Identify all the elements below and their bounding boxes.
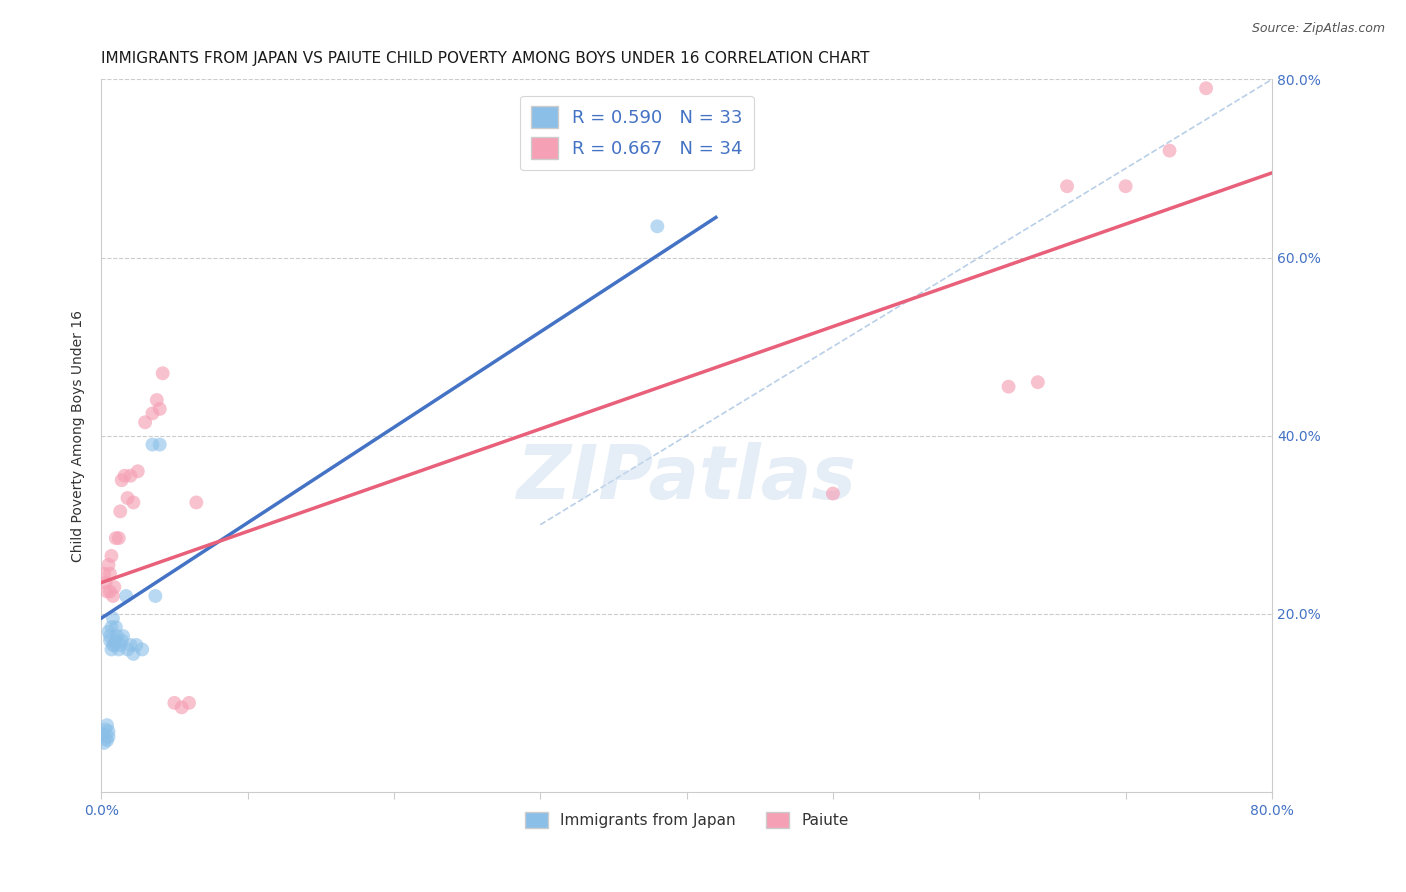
Point	[111, 473, 134, 487]
Point	[152, 366, 174, 380]
Point	[93, 736, 115, 750]
Point	[141, 437, 163, 451]
Point	[96, 584, 118, 599]
Text: IMMIGRANTS FROM JAPAN VS PAIUTE CHILD POVERTY AMONG BOYS UNDER 16 CORRELATION CH: IMMIGRANTS FROM JAPAN VS PAIUTE CHILD PO…	[101, 51, 870, 66]
Point	[146, 392, 169, 407]
Point	[101, 638, 124, 652]
Point	[94, 731, 117, 746]
Point	[98, 566, 121, 581]
Point	[97, 730, 120, 744]
Text: ZIPatlas: ZIPatlas	[516, 442, 856, 515]
Point	[94, 723, 117, 737]
Point	[1026, 375, 1049, 389]
Point	[821, 486, 844, 500]
Point	[100, 620, 122, 634]
Point	[115, 589, 138, 603]
Point	[91, 727, 114, 741]
Point	[177, 696, 200, 710]
Point	[149, 401, 172, 416]
Point	[105, 629, 128, 643]
Point	[120, 468, 142, 483]
Point	[111, 633, 134, 648]
Point	[96, 718, 118, 732]
Point	[100, 549, 122, 563]
Point	[149, 437, 172, 451]
Point	[98, 633, 121, 648]
Point	[1056, 179, 1078, 194]
Point	[170, 700, 193, 714]
Point	[122, 495, 145, 509]
Point	[163, 696, 186, 710]
Point	[120, 638, 142, 652]
Legend: Immigrants from Japan, Paiute: Immigrants from Japan, Paiute	[519, 806, 855, 834]
Point	[110, 504, 132, 518]
Point	[97, 624, 120, 639]
Point	[96, 733, 118, 747]
Point	[94, 575, 117, 590]
Point	[104, 620, 127, 634]
Point	[997, 379, 1019, 393]
Point	[127, 464, 149, 478]
Point	[101, 589, 124, 603]
Point	[112, 629, 135, 643]
Point	[1195, 81, 1218, 95]
Point	[143, 589, 166, 603]
Point	[114, 468, 136, 483]
Point	[141, 406, 163, 420]
Point	[103, 638, 125, 652]
Point	[110, 638, 132, 652]
Point	[107, 642, 129, 657]
Point	[93, 566, 115, 581]
Point	[131, 642, 153, 657]
Point	[117, 491, 139, 505]
Point	[103, 580, 125, 594]
Point	[98, 629, 121, 643]
Point	[1159, 144, 1181, 158]
Point	[117, 642, 139, 657]
Point	[125, 638, 148, 652]
Point	[647, 219, 669, 234]
Point	[100, 642, 122, 657]
Point	[104, 531, 127, 545]
Point	[97, 724, 120, 739]
Point	[97, 558, 120, 572]
Point	[186, 495, 208, 509]
Point	[107, 531, 129, 545]
Point	[104, 633, 127, 648]
Y-axis label: Child Poverty Among Boys Under 16: Child Poverty Among Boys Under 16	[72, 310, 86, 562]
Point	[1115, 179, 1137, 194]
Point	[98, 584, 121, 599]
Point	[134, 415, 156, 429]
Point	[122, 647, 145, 661]
Text: Source: ZipAtlas.com: Source: ZipAtlas.com	[1251, 22, 1385, 36]
Point	[101, 611, 124, 625]
